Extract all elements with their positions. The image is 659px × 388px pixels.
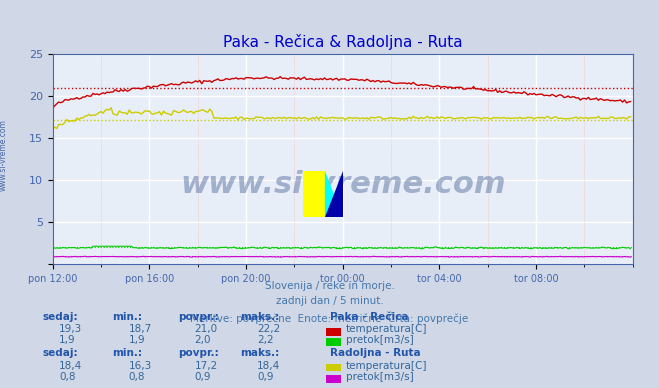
Text: povpr.:: povpr.: (178, 348, 219, 358)
Text: 0,8: 0,8 (59, 372, 76, 382)
Text: 19,3: 19,3 (59, 324, 82, 334)
Text: temperatura[C]: temperatura[C] (346, 324, 428, 334)
Text: sedaj:: sedaj: (43, 312, 78, 322)
Polygon shape (303, 171, 325, 217)
Text: maks.:: maks.: (241, 348, 280, 358)
Text: www.si-vreme.com: www.si-vreme.com (180, 170, 505, 199)
Text: 0,9: 0,9 (257, 372, 273, 382)
Text: 17,2: 17,2 (194, 360, 217, 371)
Text: 1,9: 1,9 (129, 335, 145, 345)
Text: 18,4: 18,4 (59, 360, 82, 371)
Text: 16,3: 16,3 (129, 360, 152, 371)
Text: pretok[m3/s]: pretok[m3/s] (346, 372, 414, 382)
Text: Paka - Rečica: Paka - Rečica (330, 312, 408, 322)
Text: 0,8: 0,8 (129, 372, 145, 382)
Text: povpr.:: povpr.: (178, 312, 219, 322)
Text: 18,7: 18,7 (129, 324, 152, 334)
Text: 1,9: 1,9 (59, 335, 76, 345)
Text: 0,9: 0,9 (194, 372, 211, 382)
Text: 2,0: 2,0 (194, 335, 211, 345)
Text: pretok[m3/s]: pretok[m3/s] (346, 335, 414, 345)
Text: maks.:: maks.: (241, 312, 280, 322)
Text: Slovenija / reke in morje.
zadnji dan / 5 minut.
Meritve: povprečne  Enote: metr: Slovenija / reke in morje. zadnji dan / … (190, 281, 469, 324)
Text: sedaj:: sedaj: (43, 348, 78, 358)
Polygon shape (325, 171, 343, 217)
Polygon shape (325, 171, 343, 217)
Text: 22,2: 22,2 (257, 324, 280, 334)
Text: 2,2: 2,2 (257, 335, 273, 345)
Text: www.si-vreme.com: www.si-vreme.com (0, 119, 8, 191)
Text: temperatura[C]: temperatura[C] (346, 360, 428, 371)
Text: min.:: min.: (112, 348, 142, 358)
Text: Radoljna - Ruta: Radoljna - Ruta (330, 348, 420, 358)
Title: Paka - Rečica & Radoljna - Ruta: Paka - Rečica & Radoljna - Ruta (223, 35, 463, 50)
Text: 21,0: 21,0 (194, 324, 217, 334)
Text: 18,4: 18,4 (257, 360, 280, 371)
Text: min.:: min.: (112, 312, 142, 322)
